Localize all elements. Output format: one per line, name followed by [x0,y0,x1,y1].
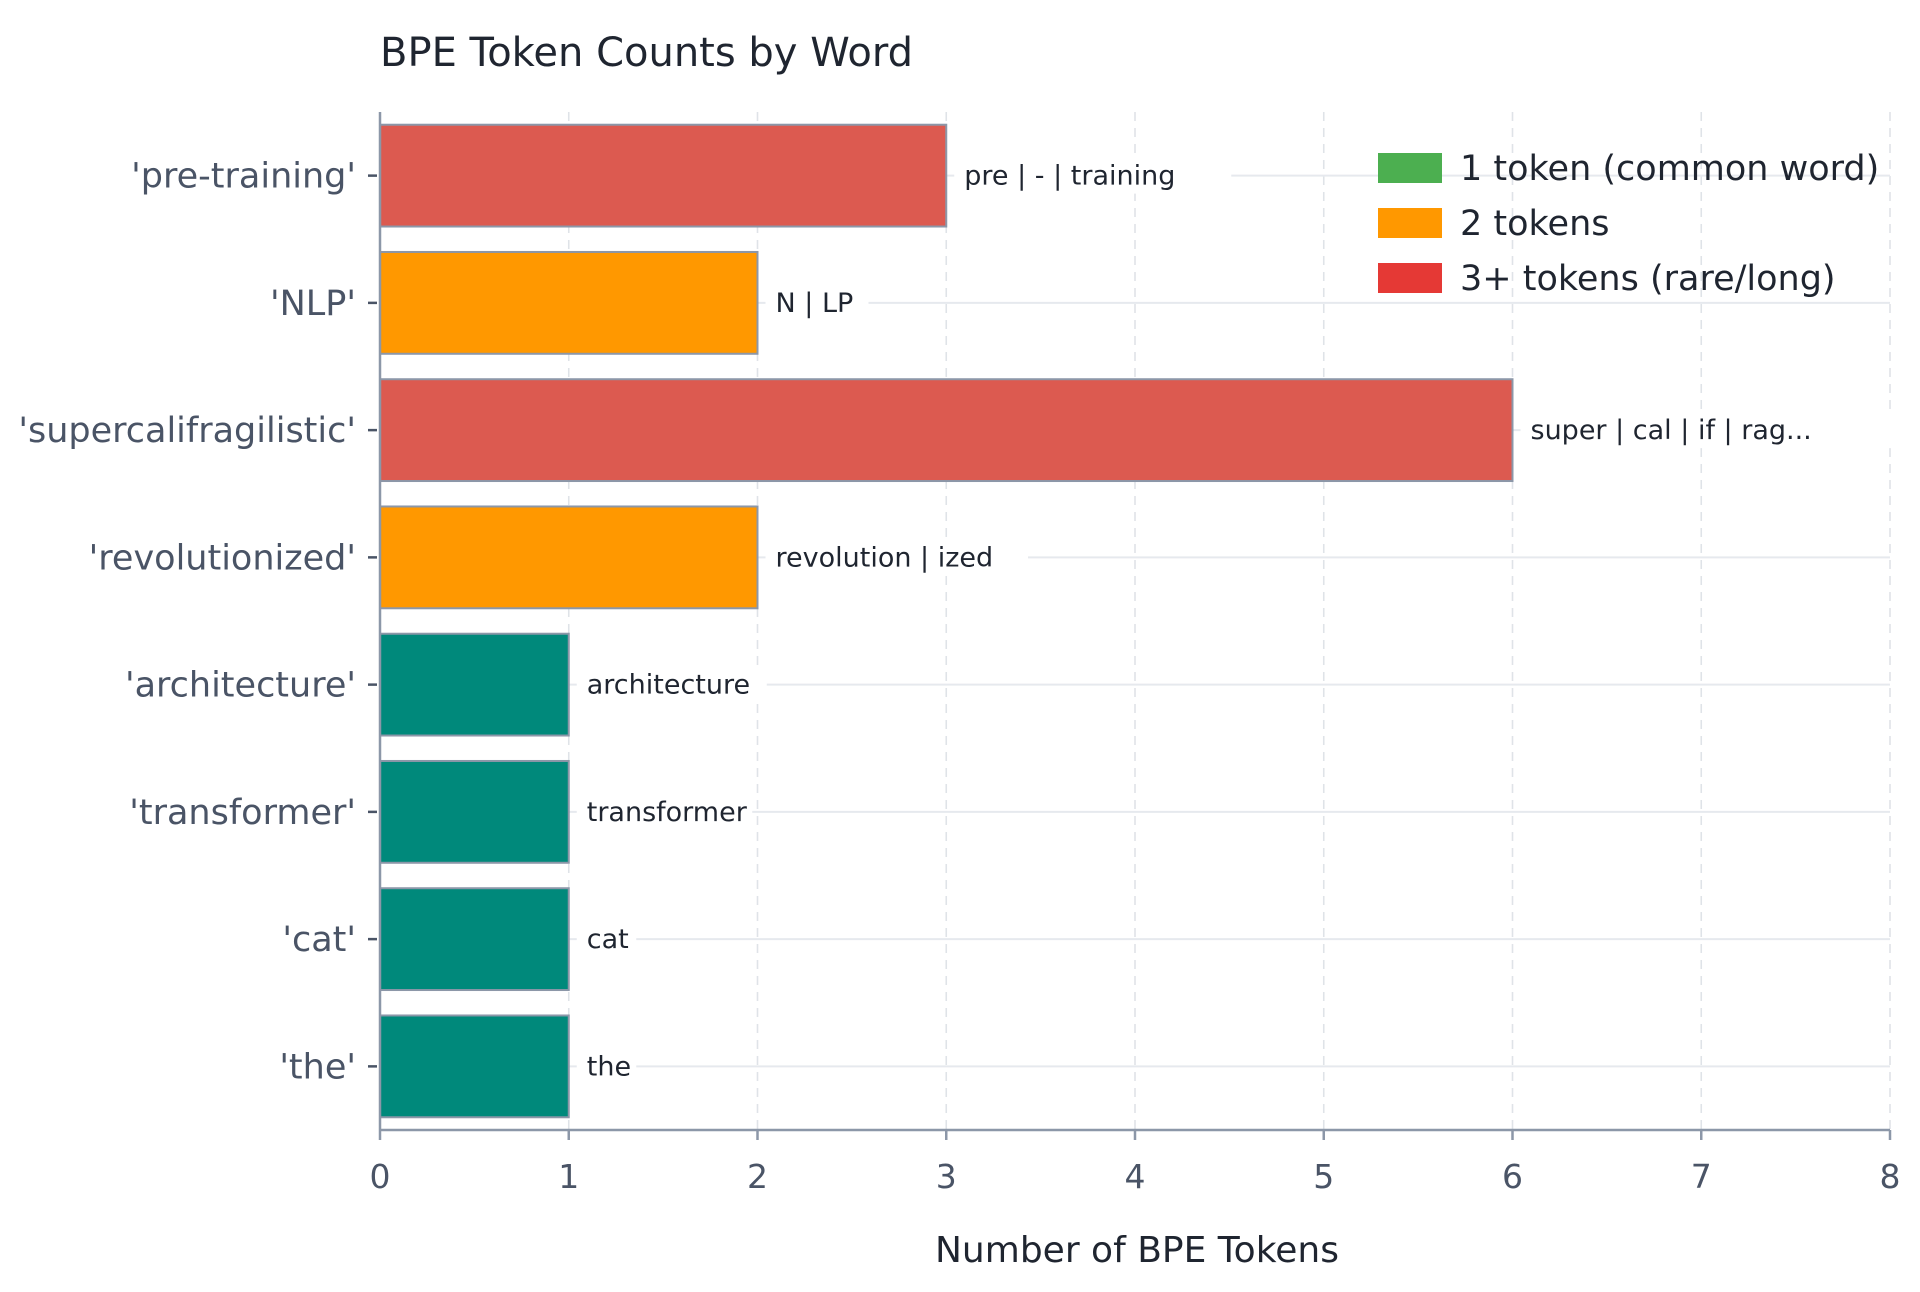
bar [379,632,570,737]
bar [379,887,570,992]
bar-label-background [765,539,1028,576]
bar-label: revolution | ized [776,542,994,573]
x-tick-label: 2 [747,1157,768,1196]
bar-label: cat [587,924,629,955]
bar [379,123,948,228]
bar [379,505,759,610]
bar-label: N | LP [776,288,854,319]
bar [379,250,759,355]
bar [379,378,1514,483]
bars: pre | - | training N | LP super | cal | if… [379,123,1899,1119]
bar-label: the [587,1051,631,1082]
legend-swatch [1378,208,1442,238]
legend-swatch [1378,263,1442,293]
x-tick-label: 5 [1313,1157,1334,1196]
bar-label-background [576,666,767,703]
x-tick-labels: 0 1 2 3 4 5 6 7 8 [370,1157,1901,1196]
bar-label-background [576,921,637,958]
x-tick-label: 4 [1125,1157,1146,1196]
y-tick-label: 'NLP' [270,284,356,324]
bar-label-background [576,1048,637,1085]
y-tick-label: 'revolutionized' [89,538,356,578]
y-tick-label: 'cat' [282,920,356,960]
x-tick-label: 8 [1880,1157,1901,1196]
legend-label: 3+ tokens (rare/long) [1460,259,1836,299]
x-tick-label: 3 [936,1157,957,1196]
y-tick-label: 'the' [279,1047,356,1087]
y-tick-label: 'transformer' [129,793,356,833]
legend: 1 token (common word) 2 tokens 3+ tokens (… [1378,149,1879,299]
bar-label-background [1520,412,1899,449]
y-tick-label: 'pre-training' [131,157,356,197]
chart-title: BPE Token Counts by Word [380,30,913,76]
x-tick-label: 6 [1502,1157,1523,1196]
bar-label: transformer [587,797,748,828]
axes [368,112,1892,1140]
bar-label-background [576,793,753,830]
x-tick-label: 7 [1691,1157,1712,1196]
legend-swatch [1378,153,1442,183]
x-tick-label: 1 [558,1157,579,1196]
bar-label: pre | - | training [964,161,1175,192]
bar-label-background [765,284,869,321]
y-tick-label: 'supercalifragilistic' [18,411,356,451]
y-tick-labels: 'pre-training' 'NLP' 'supercalifragilistic… [18,157,356,1088]
x-tick-label: 0 [370,1157,391,1196]
y-tick-label: 'architecture' [125,666,356,706]
legend-label: 2 tokens [1460,204,1610,244]
bar-label: super | cal | if | rag... [1531,415,1812,446]
bar [379,759,570,864]
bar [379,1014,570,1119]
bar-label-background [954,157,1232,194]
x-axis-label: Number of BPE Tokens [935,1230,1339,1271]
bar-label: architecture [587,670,750,701]
legend-label: 1 token (common word) [1460,149,1879,189]
